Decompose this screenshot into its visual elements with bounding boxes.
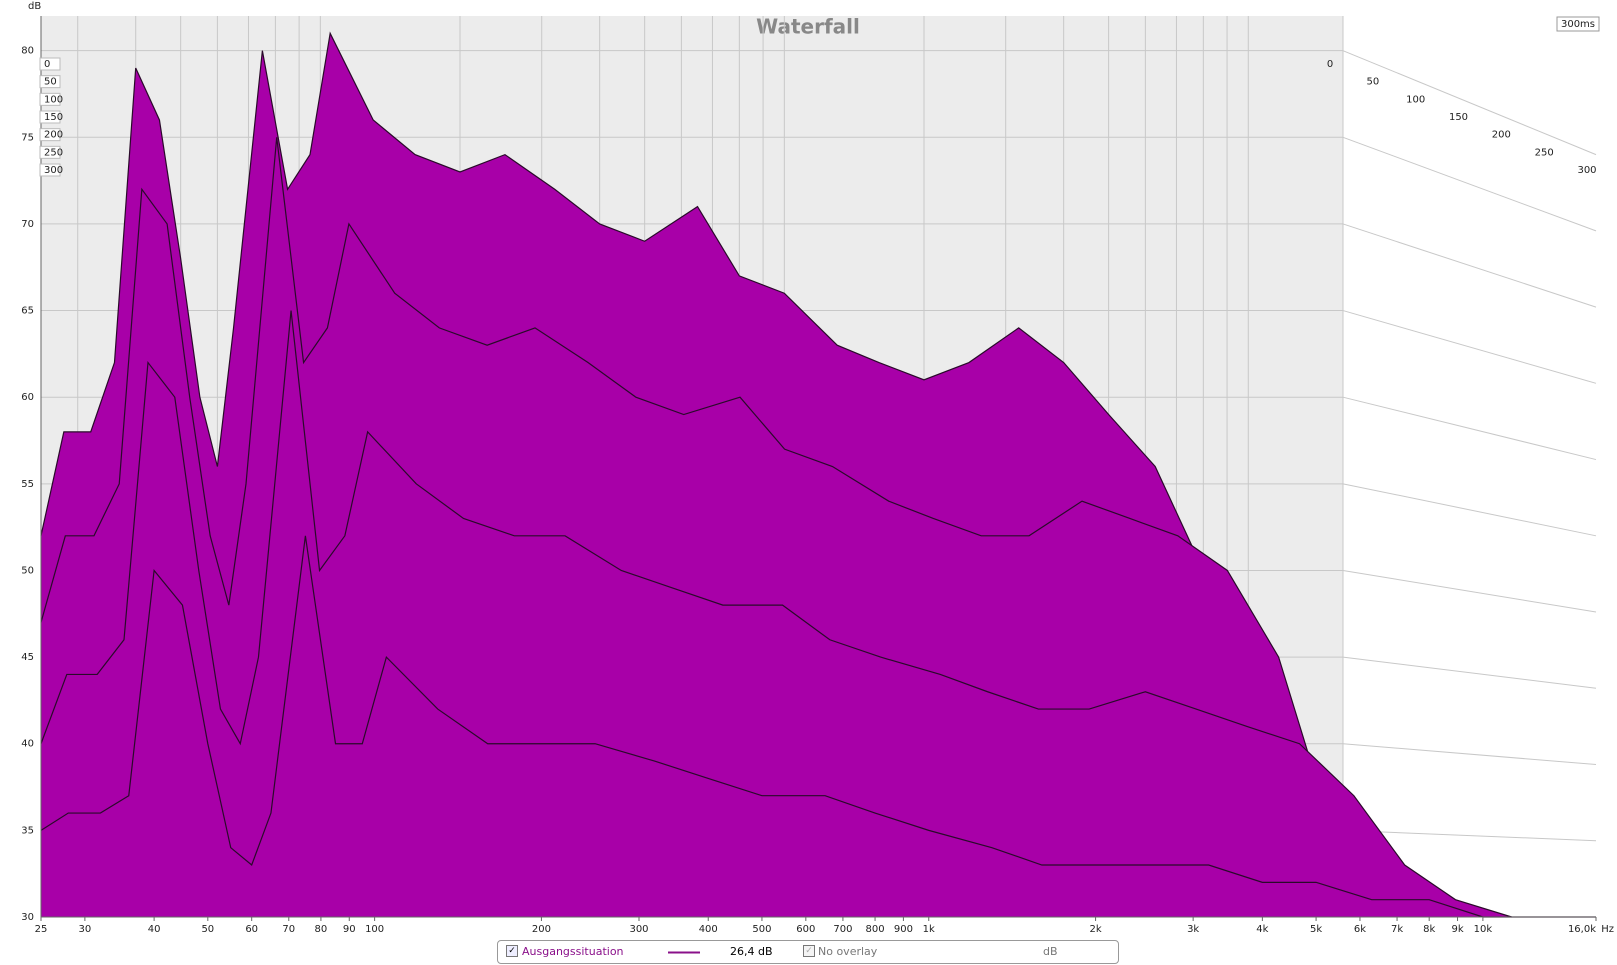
slice-line xyxy=(40,535,1596,918)
grid-line xyxy=(1342,483,1597,537)
x-tick-label: 80 xyxy=(315,924,328,935)
x-tick-label: 3k xyxy=(1187,924,1199,935)
x-tick-label: 600 xyxy=(796,924,815,935)
depth-tick-label: 0 xyxy=(44,59,50,70)
legend-label: Ausgangssituation xyxy=(522,945,624,958)
depth-tick-label: 50 xyxy=(1366,77,1379,88)
x-tick-label: 16,0k xyxy=(1568,924,1596,935)
x-tick-label: 30 xyxy=(79,924,92,935)
y-tick-label: 50 xyxy=(21,565,34,576)
x-tick-label: 700 xyxy=(833,924,852,935)
depth-tick-box xyxy=(39,128,61,142)
depth-tick-box xyxy=(39,57,61,71)
x-tick-label: 800 xyxy=(866,924,885,935)
depth-tick-box xyxy=(39,75,61,89)
chart: Waterfall dB 300ms 30 35 40 45 50 55 60 65 70 75 8… xyxy=(21,1,1614,935)
depth-tick-label: 300 xyxy=(44,165,63,176)
depth-label: 300ms xyxy=(1561,19,1595,30)
grid-line xyxy=(1342,656,1597,689)
legend-readout: 26,4 dB xyxy=(730,945,773,958)
x-tick-label: 100 xyxy=(365,924,384,935)
y-tick-label: 35 xyxy=(21,825,34,836)
x-tick-label: 9k xyxy=(1451,924,1463,935)
checkbox[interactable]: ✓ xyxy=(803,945,815,957)
x-tick-label: 40 xyxy=(148,924,161,935)
depth-tick-label: 300 xyxy=(1577,165,1596,176)
grid-line xyxy=(1342,829,1597,842)
legend-swatch xyxy=(668,951,700,954)
depth-tick-label: 250 xyxy=(44,147,63,158)
grid-line xyxy=(1342,310,1597,384)
depth-tick-label: 0 xyxy=(1327,59,1333,70)
y-tick-label: 55 xyxy=(21,479,34,490)
x-tick-label: 90 xyxy=(343,924,356,935)
overlay-unit: dB xyxy=(1043,945,1058,958)
grid-line xyxy=(1342,569,1597,613)
y-tick-label: 70 xyxy=(21,219,34,230)
x-tick-label: 8k xyxy=(1423,924,1435,935)
x-tick-label: 400 xyxy=(699,924,718,935)
x-tick-label: 25 xyxy=(35,924,48,935)
y-axis-label: dB xyxy=(28,1,41,12)
y-tick-label: 45 xyxy=(21,652,34,663)
grid-line xyxy=(1342,50,1597,156)
x-tick-label: 200 xyxy=(532,924,551,935)
grid-line xyxy=(1342,396,1597,461)
x-unit: Hz xyxy=(1601,924,1614,935)
y-tick-label: 60 xyxy=(21,392,34,403)
depth-tick-label: 100 xyxy=(44,94,63,105)
x-tick-label: 500 xyxy=(752,924,771,935)
checkbox[interactable]: ✓ xyxy=(506,945,518,957)
y-tick-label: 65 xyxy=(21,306,34,317)
depth-box xyxy=(1556,16,1600,32)
y-tick-label: 40 xyxy=(21,739,34,750)
y-tick-label: 30 xyxy=(21,912,34,923)
depth-tick-box xyxy=(39,145,61,159)
grid-line xyxy=(1342,136,1597,232)
x-tick-label: 5k xyxy=(1310,924,1322,935)
slice-line xyxy=(40,310,1512,918)
legend: ✓ Ausgangssituation 26,4 dB ✓ No overlay… xyxy=(497,940,1119,964)
slice-line xyxy=(40,137,1428,918)
x-tick-label: 6k xyxy=(1354,924,1366,935)
depth-tick-label: 100 xyxy=(1406,94,1425,105)
y-tick-label: 80 xyxy=(21,46,34,57)
x-tick-label: 2k xyxy=(1089,924,1101,935)
depth-tick-label: 50 xyxy=(44,77,57,88)
slice-fill xyxy=(41,535,1596,917)
depth-tick-label: 200 xyxy=(1492,130,1511,141)
depth-tick-box xyxy=(39,163,61,177)
y-tick-label: 75 xyxy=(21,132,34,143)
plot xyxy=(40,31,1596,918)
x-tick-label: 50 xyxy=(201,924,214,935)
x-tick-label: 1k xyxy=(923,924,935,935)
depth-tick-label: 250 xyxy=(1535,147,1554,158)
x-tick-label: 900 xyxy=(894,924,913,935)
depth-tick-box xyxy=(39,92,61,106)
x-tick-label: 300 xyxy=(629,924,648,935)
depth-tick-box xyxy=(39,110,61,124)
x-tick-label: 60 xyxy=(245,924,258,935)
chart-title: Waterfall xyxy=(756,15,860,39)
grid-line xyxy=(1342,743,1597,766)
depth-tick-label: 200 xyxy=(44,130,63,141)
x-tick-label: 10k xyxy=(1474,924,1493,935)
x-tick-label: 70 xyxy=(282,924,295,935)
depth-tick-label: 150 xyxy=(44,112,63,123)
x-tick-label: 7k xyxy=(1391,924,1403,935)
overlay-label: No overlay xyxy=(818,945,878,958)
grid-line xyxy=(1342,223,1597,308)
x-tick-label: 4k xyxy=(1256,924,1268,935)
slice-line xyxy=(40,31,1344,918)
depth-tick-label: 150 xyxy=(1449,112,1468,123)
